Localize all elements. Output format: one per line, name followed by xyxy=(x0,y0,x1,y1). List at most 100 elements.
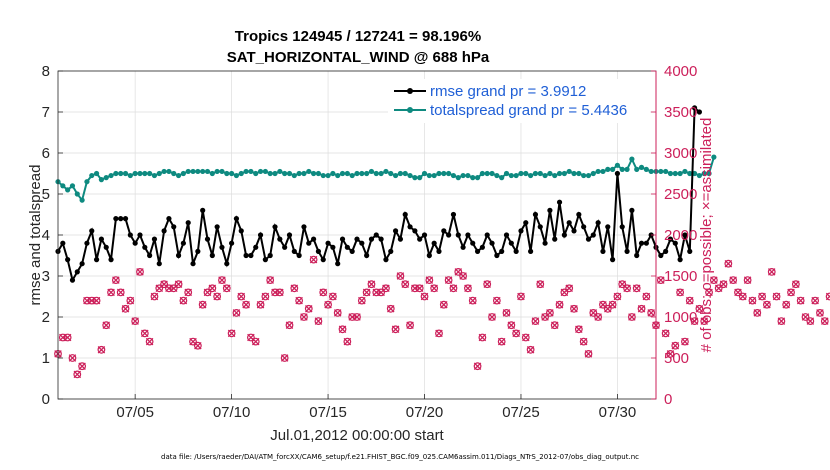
obs-possible-point xyxy=(444,276,453,285)
obs-possible-point xyxy=(758,292,766,301)
obs-possible-point xyxy=(512,329,521,338)
obs-possible-point xyxy=(121,304,130,313)
obs-possible-point xyxy=(589,309,598,317)
totalspread-point xyxy=(113,170,119,177)
obs-assimilated-point xyxy=(497,337,506,346)
rmse-point xyxy=(180,240,186,246)
rmse-point xyxy=(166,216,172,222)
rmse-point xyxy=(248,252,254,259)
totalspread-point xyxy=(93,170,100,177)
x-tick-label: 07/30 xyxy=(599,404,637,421)
obs-possible-point xyxy=(690,317,699,326)
obs-possible-point xyxy=(348,313,357,321)
obs-assimilated-point xyxy=(112,276,120,284)
obs-assimilated-point xyxy=(126,296,135,305)
totalspread-point xyxy=(103,175,109,181)
obs-possible-point xyxy=(483,280,492,289)
totalspread-point xyxy=(499,175,505,181)
y-left-tick-label: 1 xyxy=(42,350,50,367)
obs-assimilated-point xyxy=(613,292,622,301)
totalspread-point xyxy=(711,154,717,160)
legend-box xyxy=(388,79,650,123)
rmse-point xyxy=(455,232,461,238)
obs-possible-point xyxy=(565,284,574,293)
obs-assimilated-point xyxy=(319,288,328,297)
obs-assimilated-point xyxy=(594,313,602,321)
totalspread-point xyxy=(441,170,447,177)
rmse-point xyxy=(614,170,621,177)
totalspread-point xyxy=(310,170,317,177)
y-right-tick-label: 4000 xyxy=(664,63,697,80)
obs-assimilated-point xyxy=(468,296,477,305)
obs-possible-point xyxy=(787,288,795,297)
rmse-point xyxy=(378,236,384,242)
rmse-point xyxy=(238,228,244,234)
y-left-tick-label: 0 xyxy=(42,391,50,408)
totalspread-point xyxy=(595,168,601,175)
obs-possible-point xyxy=(203,288,212,297)
obs-assimilated-point xyxy=(531,317,540,325)
rmse-point xyxy=(368,236,375,242)
rmse-point xyxy=(518,228,524,234)
totalspread-point xyxy=(677,170,683,177)
totalspread-point xyxy=(518,170,524,177)
obs-possible-point xyxy=(782,300,791,309)
totalspread-point xyxy=(262,168,268,175)
totalspread-point xyxy=(248,168,254,175)
rmse-point xyxy=(253,244,259,250)
obs-assimilated-point xyxy=(194,341,202,350)
obs-assimilated-point xyxy=(227,329,236,338)
rmse-point xyxy=(108,257,114,263)
obs-assimilated-point xyxy=(396,272,405,280)
totalspread-point xyxy=(224,170,230,177)
obs-possible-point xyxy=(222,284,231,293)
obs-assimilated-point xyxy=(546,309,554,317)
rmse-point xyxy=(547,207,553,213)
obs-assimilated-point xyxy=(63,333,72,342)
obs-assimilated-point xyxy=(579,337,588,346)
rmse-point xyxy=(306,240,312,246)
totalspread-point xyxy=(484,170,490,177)
rmse-point xyxy=(532,211,539,218)
totalspread-point xyxy=(349,172,355,179)
obs-assimilated-point xyxy=(724,259,733,268)
rmse-point xyxy=(484,232,490,238)
obs-possible-point xyxy=(574,325,583,334)
totalspread-point xyxy=(243,168,249,175)
rmse-point xyxy=(243,252,249,259)
obs-possible-point xyxy=(391,325,400,334)
obs-assimilated-point xyxy=(478,333,487,342)
totalspread-point xyxy=(663,168,669,175)
totalspread-point xyxy=(619,166,625,172)
obs-possible-point xyxy=(603,304,612,313)
obs-assimilated-point xyxy=(719,280,728,288)
totalspread-point xyxy=(84,179,90,185)
obs-assimilated-point xyxy=(213,292,221,301)
totalspread-point xyxy=(629,156,635,162)
rmse-point xyxy=(441,228,447,234)
rmse-point xyxy=(470,240,476,246)
totalspread-point xyxy=(166,168,172,175)
obs-possible-point xyxy=(772,292,781,301)
totalspread-point xyxy=(590,170,596,177)
obs-possible-point xyxy=(526,345,535,354)
obs-possible-point xyxy=(647,309,656,317)
obs-assimilated-point xyxy=(676,288,684,297)
rmse-point xyxy=(171,224,177,230)
obs-assimilated-point xyxy=(575,325,583,334)
totalspread-point xyxy=(354,170,360,177)
totalspread-point xyxy=(638,164,645,170)
y-right-tick-label: 3000 xyxy=(664,145,697,162)
totalspread-point xyxy=(682,168,688,175)
obs-assimilated-point xyxy=(343,337,352,346)
totalspread-point xyxy=(190,168,196,175)
obs-possible-point xyxy=(420,292,429,301)
obs-assimilated-point xyxy=(473,362,482,370)
totalspread-point xyxy=(643,166,649,172)
obs-assimilated-point xyxy=(464,284,472,293)
obs-possible-point xyxy=(410,284,419,293)
rmse-point xyxy=(118,216,124,222)
rmse-point xyxy=(257,232,264,238)
totalspread-point xyxy=(368,168,375,175)
